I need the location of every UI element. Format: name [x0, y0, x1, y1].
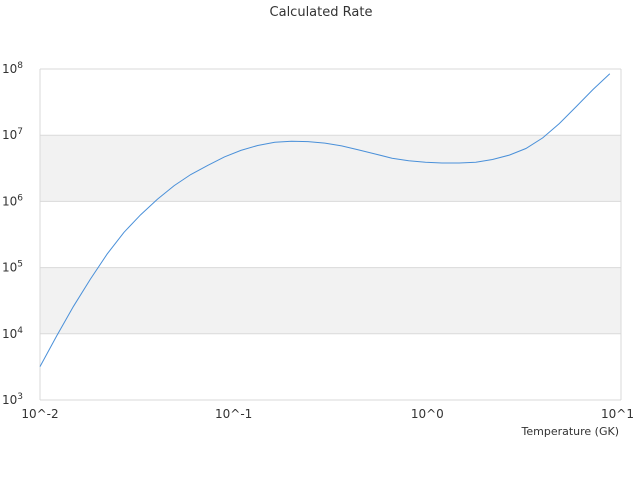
x-tick-label: 10^-2: [21, 407, 58, 421]
series-layer: [39, 73, 611, 367]
y-tick-label: 107: [2, 127, 23, 142]
chart-title: Calculated Rate: [270, 5, 373, 20]
plot-bands: [40, 135, 621, 334]
y-tick-label: 104: [2, 326, 23, 341]
plot-band: [40, 135, 621, 202]
y-tick-label: 103: [2, 392, 23, 407]
x-tick-label: 10^0: [411, 407, 444, 421]
x-tick-labels: 10^-2 10^-1 10^0 10^1: [21, 407, 634, 421]
x-tick-label: 10^-1: [215, 407, 252, 421]
grid-lines: [39, 68, 622, 401]
x-tick-label: 10^1: [601, 407, 634, 421]
rate-curve: [39, 73, 611, 367]
x-axis-label: Temperature (GK): [521, 425, 620, 438]
y-tick-label: 105: [2, 260, 23, 275]
plot-band: [40, 267, 621, 334]
y-tick-label: 106: [2, 193, 23, 208]
y-tick-labels: 103 104 105 106 107 108: [2, 61, 23, 407]
y-tick-label: 108: [2, 61, 23, 76]
